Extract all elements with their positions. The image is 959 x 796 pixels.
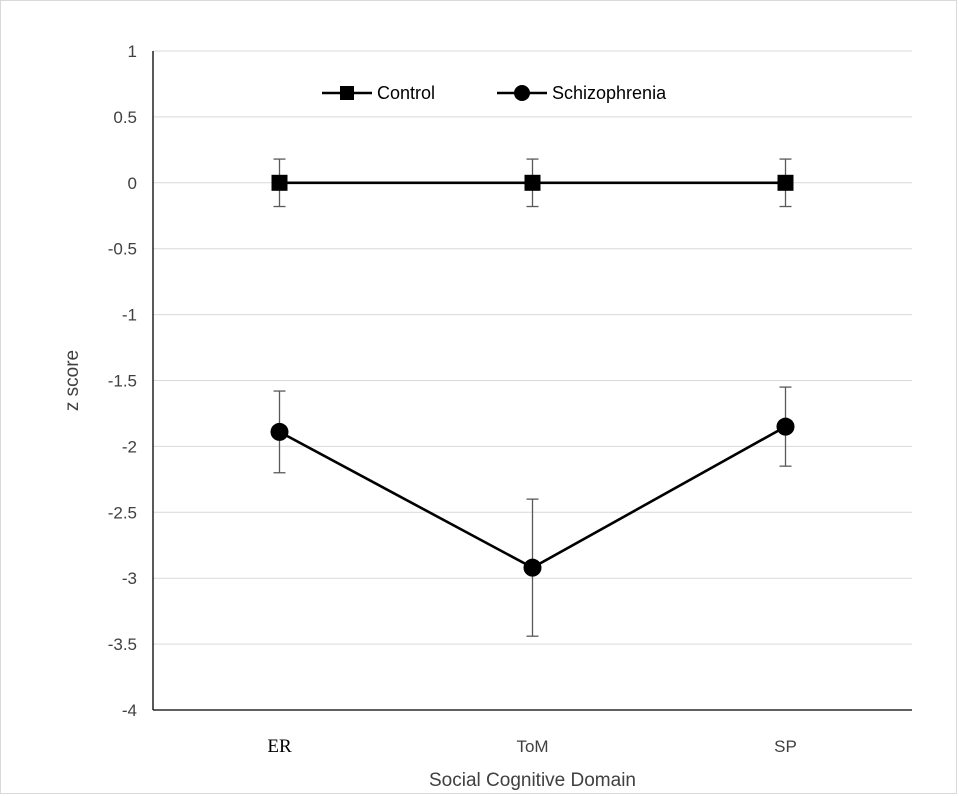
y-tick-label: -4	[122, 701, 137, 720]
series-layer	[270, 158, 795, 637]
y-tick-label: -0.5	[108, 240, 137, 259]
x-axis-title: Social Cognitive Domain	[429, 770, 636, 791]
y-tick-label: -3.5	[108, 635, 137, 654]
y-axis-title: z score	[62, 350, 83, 411]
y-tick-label: 1	[128, 42, 137, 61]
data-point	[777, 174, 794, 191]
data-point	[271, 174, 288, 191]
legend-label: Control	[377, 83, 435, 103]
legend-item-control: Control	[322, 83, 435, 103]
y-tick-label: -2	[122, 437, 137, 456]
y-tick-labels: 1 0.5 0 -0.5 -1 -1.5 -2 -2.5 -3 -3.5 -4	[108, 42, 137, 720]
legend-label: Schizophrenia	[552, 83, 667, 103]
data-point	[523, 558, 542, 577]
x-tick-label: ER	[267, 736, 292, 757]
y-tick-label: -1.5	[108, 372, 137, 391]
legend-marker	[340, 86, 354, 100]
legend-marker	[514, 85, 530, 101]
y-tick-label: -3	[122, 569, 137, 588]
x-tick-label: ToM	[516, 737, 548, 756]
data-point	[776, 417, 795, 436]
data-point	[270, 422, 289, 441]
x-tick-labels: ER ToM SP	[267, 736, 796, 757]
y-tick-label: 0	[128, 174, 137, 193]
series-schizophrenia	[270, 386, 795, 637]
y-tick-label: -1	[122, 306, 137, 325]
y-tick-label: 0.5	[113, 108, 137, 127]
y-tick-label: -2.5	[108, 503, 137, 522]
legend-item-schizophrenia: Schizophrenia	[497, 83, 667, 103]
x-tick-label: SP	[774, 737, 797, 756]
series-control	[271, 158, 794, 208]
data-point	[524, 174, 541, 191]
legend: Control Schizophrenia	[322, 83, 667, 103]
